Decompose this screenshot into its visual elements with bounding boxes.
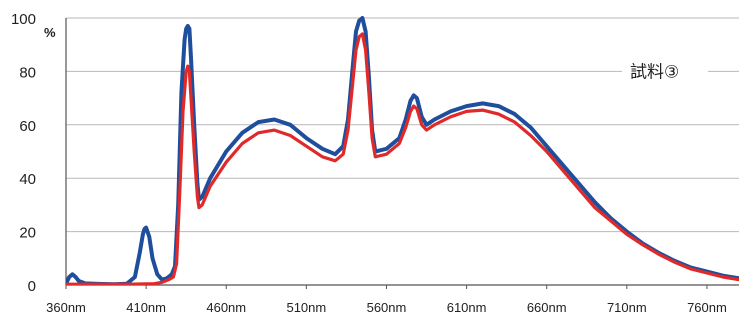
x-tick-label: 460nm bbox=[206, 300, 246, 315]
x-tick-label: 510nm bbox=[286, 300, 326, 315]
y-unit-label: % bbox=[44, 25, 56, 40]
annotation-background bbox=[622, 57, 708, 84]
axis-layer bbox=[65, 18, 739, 289]
series-line-0 bbox=[66, 16, 739, 285]
x-tick-label: 610nm bbox=[447, 300, 487, 315]
y-tick-label: 0 bbox=[28, 278, 36, 295]
y-tick-label: 80 bbox=[19, 64, 36, 81]
y-tick-label: 100 bbox=[11, 11, 36, 28]
x-tick-label: 410nm bbox=[126, 300, 166, 315]
x-tick-label: 360nm bbox=[46, 300, 86, 315]
y-tick-label: 20 bbox=[19, 225, 36, 242]
x-tick-label: 560nm bbox=[367, 300, 407, 315]
y-tick-label: 40 bbox=[19, 171, 36, 188]
label-layer: 0 20 40 60 80 100% 360nm 410nm 460nm 510nm 560nm 61… bbox=[11, 11, 727, 315]
x-tick-label: 760nm bbox=[687, 300, 727, 315]
x-tick-label: 660nm bbox=[527, 300, 567, 315]
x-tick-label: 710nm bbox=[607, 300, 647, 315]
sample-annotation: 試料③ bbox=[630, 62, 679, 81]
y-tick-label: 60 bbox=[19, 118, 36, 135]
series-line-1 bbox=[66, 32, 739, 285]
series-layer bbox=[66, 16, 739, 285]
